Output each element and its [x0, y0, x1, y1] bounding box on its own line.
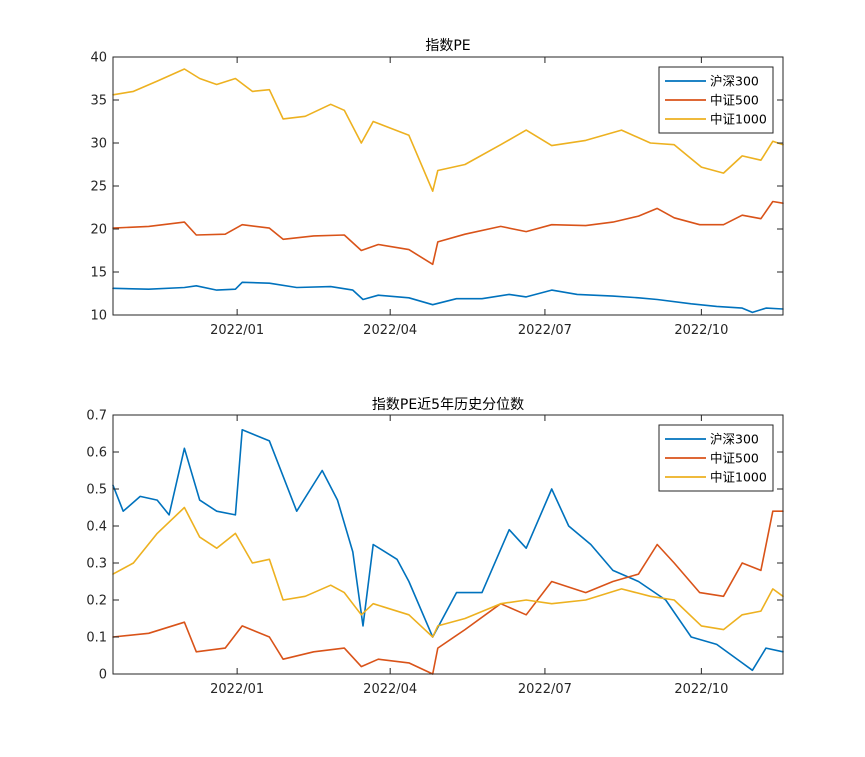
legend-label: 中证1000	[710, 112, 767, 127]
x-tick-label: 2022/04	[363, 323, 417, 338]
y-tick-label: 0.6	[86, 446, 107, 461]
legend: 沪深300 中证500 中证1000	[658, 424, 774, 492]
x-tick-label: 2022/01	[210, 323, 264, 338]
series-line-3	[112, 68, 784, 192]
legend: 沪深300 中证500 中证1000	[658, 66, 774, 134]
series-line-1	[112, 281, 784, 314]
chart-title: 指数PE	[425, 38, 470, 54]
legend-label: 中证1000	[710, 470, 767, 485]
y-tick-label: 0.5	[86, 483, 107, 498]
y-tick-label: 0	[99, 668, 107, 683]
y-tick-label: 10	[90, 309, 107, 324]
series-group	[112, 429, 784, 675]
y-tick-label: 30	[90, 137, 107, 152]
x-tick-label: 2022/07	[518, 682, 572, 697]
axes-frame	[112, 414, 784, 675]
y-tick-label: 20	[90, 223, 107, 238]
x-tick-label: 2022/04	[363, 682, 417, 697]
pe-percentile-chart: 指数PE近5年历史分位数 0 0.1 0.2 0.3 0.4 0.5 0.6 0.7 2022/0…	[86, 397, 784, 697]
series-line-2	[112, 510, 784, 675]
y-tick-label: 15	[90, 266, 107, 281]
series-line-2	[112, 200, 784, 266]
series-line-1	[112, 429, 784, 672]
y-tick-label: 0.4	[86, 520, 107, 535]
y-tick-label: 35	[90, 94, 107, 109]
y-tick-label: 0.7	[86, 409, 107, 424]
x-tick-label: 2022/10	[674, 323, 728, 338]
legend-label: 中证500	[710, 93, 759, 108]
x-tick-label: 2022/01	[210, 682, 264, 697]
y-tick-label: 0.1	[86, 631, 107, 646]
y-tick-label: 25	[90, 180, 107, 195]
x-tick-label: 2022/07	[518, 323, 572, 338]
x-tick-label: 2022/10	[674, 682, 728, 697]
pe-chart: 指数PE 10 15 20 25 30 35 40 2022/01 2022/04 2022/07 2…	[90, 38, 784, 338]
chart-title: 指数PE近5年历史分位数	[372, 397, 524, 413]
y-tick-label: 0.3	[86, 557, 107, 572]
series-group	[112, 68, 784, 314]
legend-label: 中证500	[710, 451, 759, 466]
legend-label: 沪深300	[710, 74, 759, 89]
y-tick-label: 40	[90, 51, 107, 66]
legend-label: 沪深300	[710, 432, 759, 447]
series-line-3	[112, 506, 784, 638]
y-tick-label: 0.2	[86, 594, 107, 609]
